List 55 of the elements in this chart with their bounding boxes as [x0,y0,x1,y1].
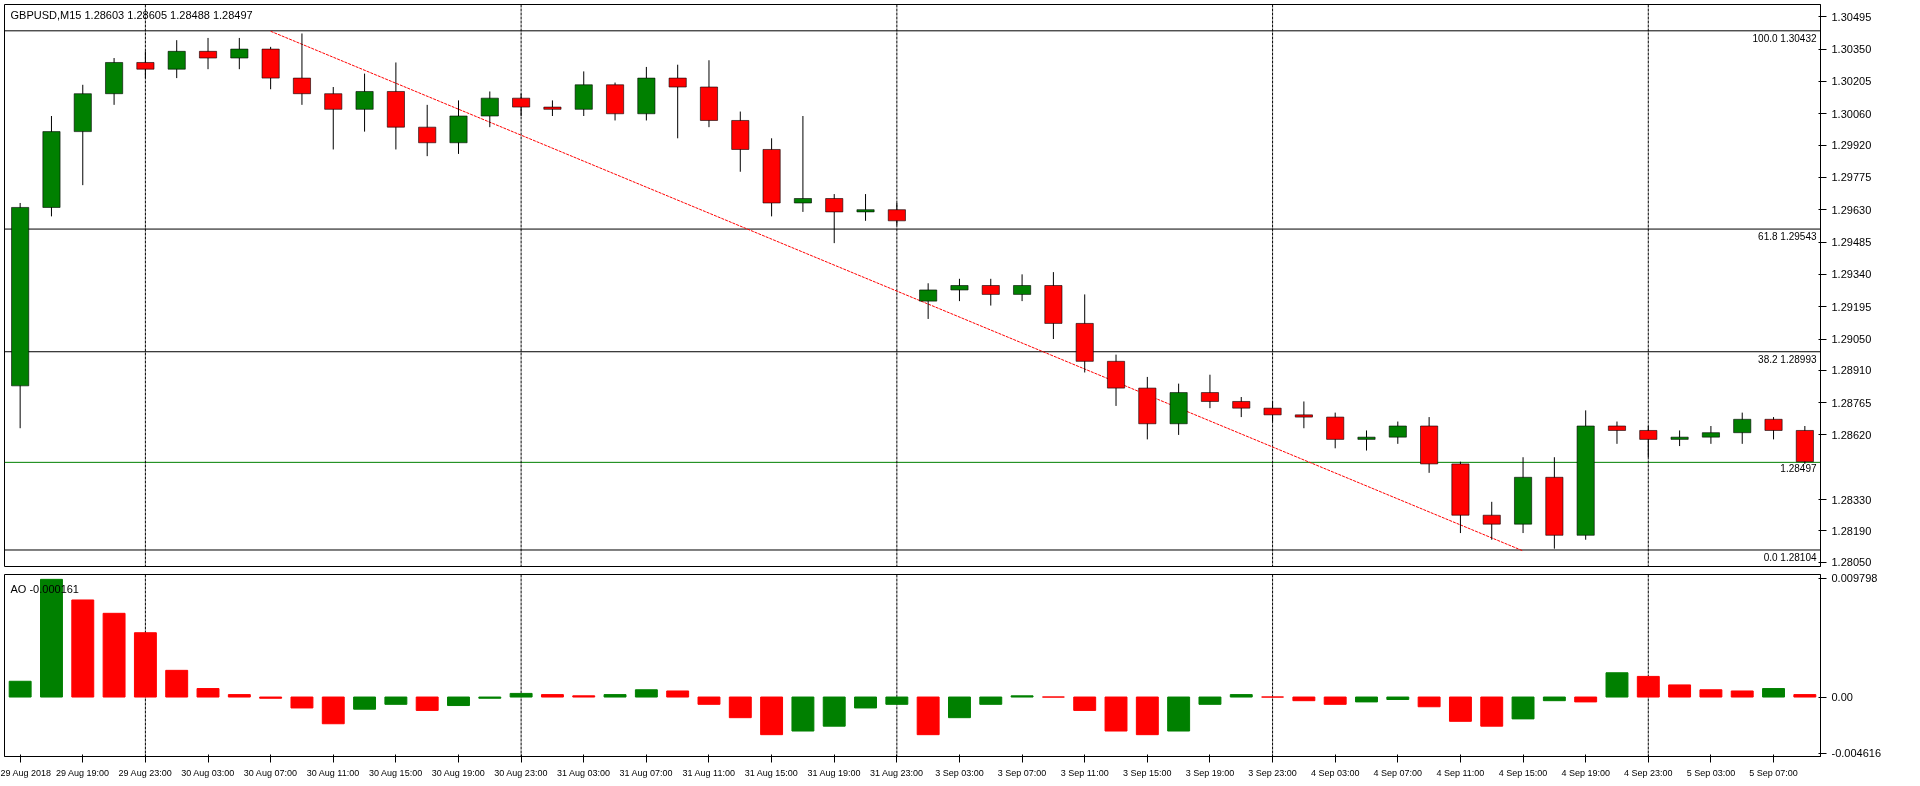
x-tick-label: 31 Aug 11:00 [682,767,735,778]
x-tick-label: 31 Aug 15:00 [744,767,798,778]
x-tick-label: 29 Aug 19:00 [56,767,110,778]
x-tick-label: 4 Sep 15:00 [1498,767,1548,778]
x-tick-label: 4 Sep 03:00 [1310,767,1360,778]
y-tick-label: 1.28330 [1831,493,1872,506]
x-tick-label: 3 Sep 23:00 [1248,767,1297,778]
x-tick-label: 30 Aug 07:00 [243,767,297,778]
ref-line-label: 100.0 1.30432 [1752,32,1817,44]
y-tick-label: 1.30060 [1831,107,1872,120]
y-tick-label: 1.28050 [1831,556,1872,569]
y-tick-label: 0.00 [1831,691,1853,704]
y-tick-label: 1.28190 [1831,524,1872,537]
y-tick-label: 1.30205 [1831,75,1872,88]
x-tick-label: 4 Sep 19:00 [1561,767,1610,778]
x-tick-label: 31 Aug 03:00 [556,767,611,778]
x-tick-label: 3 Sep 07:00 [997,767,1047,778]
y-tick-label: 1.29775 [1831,171,1872,184]
ref-line-label: 0.0 1.28104 [1763,552,1817,563]
y-tick-label: 1.29920 [1831,139,1872,151]
y-tick-label: 1.28910 [1831,364,1872,377]
chart-title: GBPUSD,M15 1.28603 1.28605 1.28488 1.28497 [10,8,253,21]
y-tick-label: 0.009798 [1831,572,1878,585]
x-tick-label: 3 Sep 03:00 [935,767,984,778]
x-tick-label: 31 Aug 07:00 [619,767,673,778]
y-tick-label: 1.30350 [1831,43,1872,56]
x-tick-label: 3 Sep 15:00 [1123,767,1172,778]
x-tick-label: 5 Sep 03:00 [1686,767,1736,778]
x-tick-label: 4 Sep 07:00 [1373,767,1423,778]
y-tick-label: 1.28620 [1831,428,1872,441]
ref-line-label: 61.8 1.29543 [1758,231,1817,243]
y-tick-label: 1.29050 [1831,333,1872,346]
x-tick-label: 29 Aug 23:00 [118,767,172,778]
x-tick-label: 30 Aug 11:00 [306,767,360,778]
y-tick-label: 1.29340 [1831,268,1872,281]
y-tick-label: 1.29630 [1831,203,1872,216]
x-tick-label: 3 Sep 11:00 [1060,767,1109,778]
y-tick-label: -0.004616 [1831,747,1882,760]
ref-line-label: 38.2 1.28993 [1758,353,1817,365]
x-tick-label: 31 Aug 19:00 [807,767,861,778]
x-tick-label: 4 Sep 23:00 [1624,767,1673,778]
y-tick-label: 1.30495 [1831,10,1872,23]
y-tick-label: 1.29195 [1831,300,1872,313]
y-tick-label: 1.29485 [1831,236,1872,249]
x-tick-label: 29 Aug 2018 [0,767,52,778]
x-tick-label: 31 Aug 23:00 [870,767,924,778]
x-tick-label: 30 Aug 15:00 [369,767,423,778]
y-tick-label: 1.28765 [1831,396,1872,409]
x-tick-label: 30 Aug 19:00 [431,767,485,778]
x-tick-label: 4 Sep 11:00 [1436,767,1485,778]
ref-line-label: 1.28497 [1780,463,1817,475]
x-tick-label: 30 Aug 03:00 [181,767,235,778]
x-tick-label: 5 Sep 07:00 [1749,767,1798,778]
x-tick-label: 3 Sep 19:00 [1185,767,1235,778]
x-tick-label: 30 Aug 23:00 [494,767,548,778]
